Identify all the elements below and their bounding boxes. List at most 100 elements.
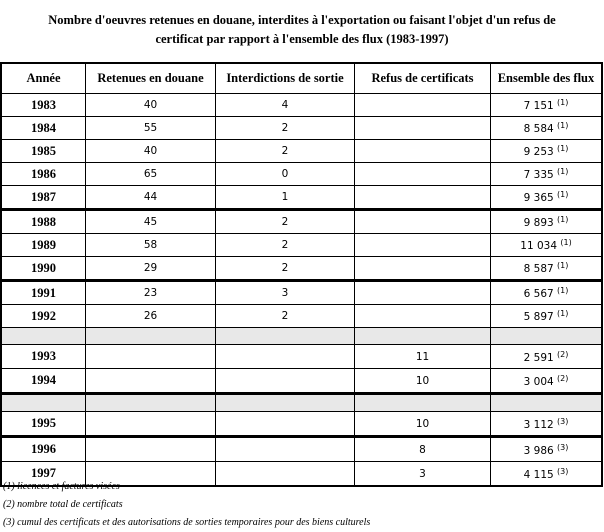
- data-table: Année Retenues en douane Interdictions d…: [0, 62, 603, 487]
- table-row: 1994 10 3 004 (2): [0, 368, 603, 395]
- cell-refus: [354, 139, 491, 163]
- footnote-ref: (1): [557, 261, 569, 270]
- cell-interdictions: [215, 436, 355, 462]
- footnote-ref: (3): [557, 466, 569, 476]
- cell-flux: 7 335 (1): [490, 162, 603, 186]
- table-row: 1991 23 3 6 567 (1): [0, 280, 603, 305]
- flux-value: 2 591: [523, 351, 554, 364]
- footnote-ref: (2): [557, 373, 569, 383]
- header-refus: Refus de certificats: [354, 62, 491, 94]
- table-row: 1983 40 4 7 151 (1): [0, 93, 603, 117]
- cell-refus: [354, 304, 491, 328]
- cell-retenues: 65: [85, 162, 216, 186]
- cell-flux: 6 567 (1): [490, 280, 603, 305]
- empty-cell: [0, 393, 86, 412]
- flux-value: 3 004: [523, 375, 554, 388]
- flux-value: 8 584: [523, 123, 554, 135]
- footnote-2: (2) nombre total de certificats: [3, 499, 123, 510]
- table-row: 1986 65 0 7 335 (1): [0, 162, 603, 186]
- flux-value: 3 112: [523, 418, 554, 431]
- cell-refus: [354, 209, 491, 234]
- empty-cell: [85, 327, 216, 345]
- flux-value: 9 253: [523, 146, 554, 158]
- flux-value: 9 365: [523, 192, 554, 204]
- cell-flux: 7 151 (1): [490, 93, 603, 117]
- flux-value: 6 567: [523, 288, 554, 300]
- empty-cell: [490, 327, 603, 345]
- flux-value: 4 115: [523, 468, 554, 481]
- cell-flux: 4 115 (3): [490, 461, 603, 487]
- cell-flux: 9 365 (1): [490, 185, 603, 211]
- table-row: 1997 3 4 115 (3): [0, 461, 603, 487]
- footnote-ref: (1): [557, 286, 569, 295]
- cell-refus: [354, 185, 491, 211]
- footnote-ref: (1): [557, 121, 569, 130]
- cell-flux: 3 986 (3): [490, 436, 603, 462]
- footnote-ref: (1): [557, 215, 569, 224]
- cell-refus: 10: [354, 411, 491, 438]
- header-annee: Année: [0, 62, 86, 94]
- separator-row: [0, 327, 603, 345]
- cell-flux: 8 587 (1): [490, 256, 603, 282]
- cell-year: 1995: [0, 411, 86, 438]
- cell-interdictions: 2: [215, 233, 355, 257]
- cell-year: 1994: [0, 368, 86, 395]
- table-row: 1985 40 2 9 253 (1): [0, 139, 603, 163]
- cell-interdictions: [215, 461, 355, 487]
- cell-retenues: 55: [85, 116, 216, 140]
- cell-retenues: 23: [85, 280, 216, 305]
- cell-retenues: 29: [85, 256, 216, 282]
- cell-interdictions: [215, 411, 355, 438]
- separator-row: [0, 393, 603, 412]
- cell-year: 1993: [0, 344, 86, 369]
- footnote-ref: (1): [557, 190, 569, 199]
- cell-year: 1988: [0, 209, 86, 234]
- cell-retenues: [85, 436, 216, 462]
- footnote-ref: (1): [557, 167, 569, 176]
- cell-retenues: 45: [85, 209, 216, 234]
- cell-year: 1987: [0, 185, 86, 211]
- table-row: 1990 29 2 8 587 (1): [0, 256, 603, 282]
- footnote-3: (3) cumul des certificats et des autoris…: [3, 517, 371, 528]
- cell-interdictions: [215, 344, 355, 369]
- cell-refus: [354, 233, 491, 257]
- flux-value: 7 335: [523, 169, 554, 181]
- flux-value: 9 893: [523, 217, 554, 229]
- cell-flux: 11 034 (1): [490, 233, 603, 257]
- footnote-ref: (2): [557, 349, 569, 359]
- footnotes: (1) licences et factures visées (2) nomb…: [3, 478, 370, 532]
- table-row: 1988 45 2 9 893 (1): [0, 209, 603, 234]
- flux-value: 7 151: [523, 100, 554, 112]
- header-row: Année Retenues en douane Interdictions d…: [0, 62, 603, 94]
- cell-year: 1996: [0, 436, 86, 462]
- empty-cell: [354, 393, 491, 412]
- cell-year: 1990: [0, 256, 86, 282]
- cell-interdictions: [215, 368, 355, 395]
- table-row: 1995 10 3 112 (3): [0, 411, 603, 438]
- cell-refus: 8: [354, 436, 491, 462]
- empty-cell: [215, 393, 355, 412]
- footnote-ref: (1): [560, 238, 572, 247]
- cell-refus: [354, 162, 491, 186]
- cell-flux: 9 893 (1): [490, 209, 603, 234]
- footnote-ref: (3): [557, 442, 569, 452]
- cell-flux: 9 253 (1): [490, 139, 603, 163]
- table-row: 1996 8 3 986 (3): [0, 436, 603, 462]
- cell-interdictions: 1: [215, 185, 355, 211]
- cell-retenues: [85, 411, 216, 438]
- cell-retenues: 40: [85, 139, 216, 163]
- cell-interdictions: 2: [215, 209, 355, 234]
- cell-refus: [354, 93, 491, 117]
- table-row: 1993 11 2 591 (2): [0, 344, 603, 369]
- cell-interdictions: 4: [215, 93, 355, 117]
- empty-cell: [215, 327, 355, 345]
- empty-cell: [490, 393, 603, 412]
- cell-flux: 5 897 (1): [490, 304, 603, 328]
- cell-year: 1989: [0, 233, 86, 257]
- empty-cell: [0, 327, 86, 345]
- cell-retenues: 40: [85, 93, 216, 117]
- cell-refus: 11: [354, 344, 491, 369]
- table-title: Nombre d'oeuvres retenues en douane, int…: [48, 13, 556, 46]
- cell-flux: 8 584 (1): [490, 116, 603, 140]
- cell-year: 1997: [0, 461, 86, 487]
